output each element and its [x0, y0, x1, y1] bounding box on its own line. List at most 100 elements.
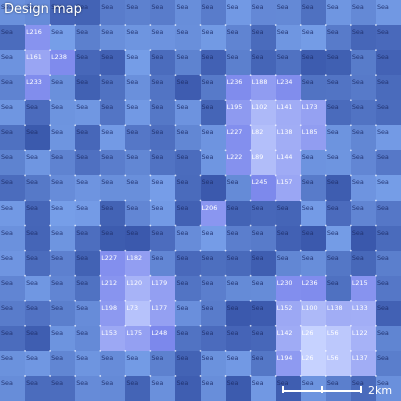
- sea-cell[interactable]: Sea: [300, 0, 326, 26]
- sea-cell[interactable]: Sea: [25, 200, 51, 226]
- sea-cell[interactable]: Sea: [50, 100, 76, 126]
- sea-cell[interactable]: Sea: [325, 25, 351, 51]
- land-cell[interactable]: L227: [225, 125, 251, 151]
- sea-cell[interactable]: Sea: [175, 0, 201, 26]
- sea-cell[interactable]: Sea: [300, 150, 326, 176]
- sea-cell[interactable]: Sea: [200, 275, 226, 301]
- land-cell[interactable]: L142: [275, 325, 301, 351]
- sea-cell[interactable]: Sea: [25, 225, 51, 251]
- sea-cell[interactable]: Sea: [125, 350, 151, 376]
- sea-cell[interactable]: Sea: [50, 350, 76, 376]
- sea-cell[interactable]: Sea: [125, 375, 151, 401]
- sea-cell[interactable]: Sea: [175, 375, 201, 401]
- sea-cell[interactable]: Sea: [0, 200, 26, 226]
- sea-cell[interactable]: Sea: [200, 225, 226, 251]
- land-cell[interactable]: L236: [300, 275, 326, 301]
- sea-cell[interactable]: Sea: [225, 0, 251, 26]
- sea-cell[interactable]: Sea: [75, 175, 101, 201]
- sea-cell[interactable]: Sea: [375, 225, 401, 251]
- sea-cell[interactable]: Sea: [0, 275, 26, 301]
- land-cell[interactable]: L56: [325, 325, 351, 351]
- sea-cell[interactable]: Sea: [225, 25, 251, 51]
- sea-cell[interactable]: Sea: [200, 175, 226, 201]
- land-cell[interactable]: L122: [350, 325, 376, 351]
- sea-cell[interactable]: Sea: [375, 200, 401, 226]
- sea-cell[interactable]: Sea: [175, 175, 201, 201]
- land-cell[interactable]: L179: [150, 275, 176, 301]
- sea-cell[interactable]: Sea: [125, 0, 151, 26]
- sea-cell[interactable]: Sea: [0, 300, 26, 326]
- sea-cell[interactable]: Sea: [250, 275, 276, 301]
- sea-cell[interactable]: Sea: [25, 125, 51, 151]
- sea-cell[interactable]: Sea: [250, 375, 276, 401]
- sea-cell[interactable]: Sea: [25, 275, 51, 301]
- sea-cell[interactable]: Sea: [0, 225, 26, 251]
- sea-cell[interactable]: Sea: [150, 150, 176, 176]
- sea-cell[interactable]: Sea: [250, 25, 276, 51]
- sea-cell[interactable]: Sea: [225, 325, 251, 351]
- sea-cell[interactable]: Sea: [250, 0, 276, 26]
- sea-cell[interactable]: Sea: [125, 100, 151, 126]
- sea-cell[interactable]: Sea: [300, 250, 326, 276]
- land-cell[interactable]: L175: [125, 325, 151, 351]
- sea-cell[interactable]: Sea: [225, 375, 251, 401]
- sea-cell[interactable]: Sea: [375, 250, 401, 276]
- sea-cell[interactable]: Sea: [200, 50, 226, 76]
- sea-cell[interactable]: Sea: [75, 300, 101, 326]
- sea-cell[interactable]: Sea: [125, 150, 151, 176]
- land-cell[interactable]: L238: [50, 50, 76, 76]
- land-cell[interactable]: L234: [275, 75, 301, 101]
- sea-cell[interactable]: Sea: [150, 375, 176, 401]
- land-cell[interactable]: L188: [250, 75, 276, 101]
- land-cell[interactable]: L198: [100, 300, 126, 326]
- sea-cell[interactable]: Sea: [175, 350, 201, 376]
- sea-cell[interactable]: Sea: [25, 375, 51, 401]
- land-cell[interactable]: L161: [25, 50, 51, 76]
- sea-cell[interactable]: Sea: [250, 350, 276, 376]
- sea-cell[interactable]: Sea: [25, 300, 51, 326]
- sea-cell[interactable]: Sea: [350, 50, 376, 76]
- sea-cell[interactable]: Sea: [350, 225, 376, 251]
- land-cell[interactable]: L194: [275, 350, 301, 376]
- sea-cell[interactable]: Sea: [375, 125, 401, 151]
- sea-cell[interactable]: Sea: [175, 125, 201, 151]
- sea-cell[interactable]: Sea: [75, 100, 101, 126]
- land-cell[interactable]: L73: [125, 300, 151, 326]
- sea-cell[interactable]: Sea: [350, 175, 376, 201]
- sea-cell[interactable]: Sea: [50, 175, 76, 201]
- sea-cell[interactable]: Sea: [0, 175, 26, 201]
- sea-cell[interactable]: Sea: [175, 275, 201, 301]
- sea-cell[interactable]: Sea: [75, 250, 101, 276]
- sea-cell[interactable]: Sea: [50, 250, 76, 276]
- sea-cell[interactable]: Sea: [275, 375, 301, 401]
- sea-cell[interactable]: Sea: [375, 50, 401, 76]
- sea-cell[interactable]: Sea: [175, 250, 201, 276]
- sea-cell[interactable]: Sea: [375, 325, 401, 351]
- land-cell[interactable]: L137: [350, 350, 376, 376]
- sea-cell[interactable]: Sea: [0, 100, 26, 126]
- land-cell[interactable]: L215: [350, 275, 376, 301]
- sea-cell[interactable]: Sea: [50, 125, 76, 151]
- land-cell[interactable]: L173: [300, 100, 326, 126]
- sea-cell[interactable]: Sea: [25, 350, 51, 376]
- land-cell[interactable]: L236: [225, 75, 251, 101]
- sea-cell[interactable]: Sea: [275, 200, 301, 226]
- land-cell[interactable]: L120: [125, 275, 151, 301]
- sea-cell[interactable]: Sea: [350, 75, 376, 101]
- sea-cell[interactable]: Sea: [75, 350, 101, 376]
- sea-cell[interactable]: Sea: [75, 125, 101, 151]
- sea-cell[interactable]: Sea: [300, 200, 326, 226]
- sea-cell[interactable]: Sea: [200, 75, 226, 101]
- sea-cell[interactable]: Sea: [125, 125, 151, 151]
- sea-cell[interactable]: Sea: [350, 375, 376, 401]
- sea-cell[interactable]: Sea: [275, 250, 301, 276]
- sea-cell[interactable]: Sea: [350, 100, 376, 126]
- sea-cell[interactable]: Sea: [325, 225, 351, 251]
- sea-cell[interactable]: Sea: [375, 175, 401, 201]
- land-cell[interactable]: L248: [150, 325, 176, 351]
- sea-cell[interactable]: Sea: [325, 375, 351, 401]
- sea-cell[interactable]: Sea: [0, 0, 26, 26]
- sea-cell[interactable]: Sea: [0, 50, 26, 76]
- land-cell[interactable]: L102: [250, 100, 276, 126]
- land-cell[interactable]: L185: [300, 125, 326, 151]
